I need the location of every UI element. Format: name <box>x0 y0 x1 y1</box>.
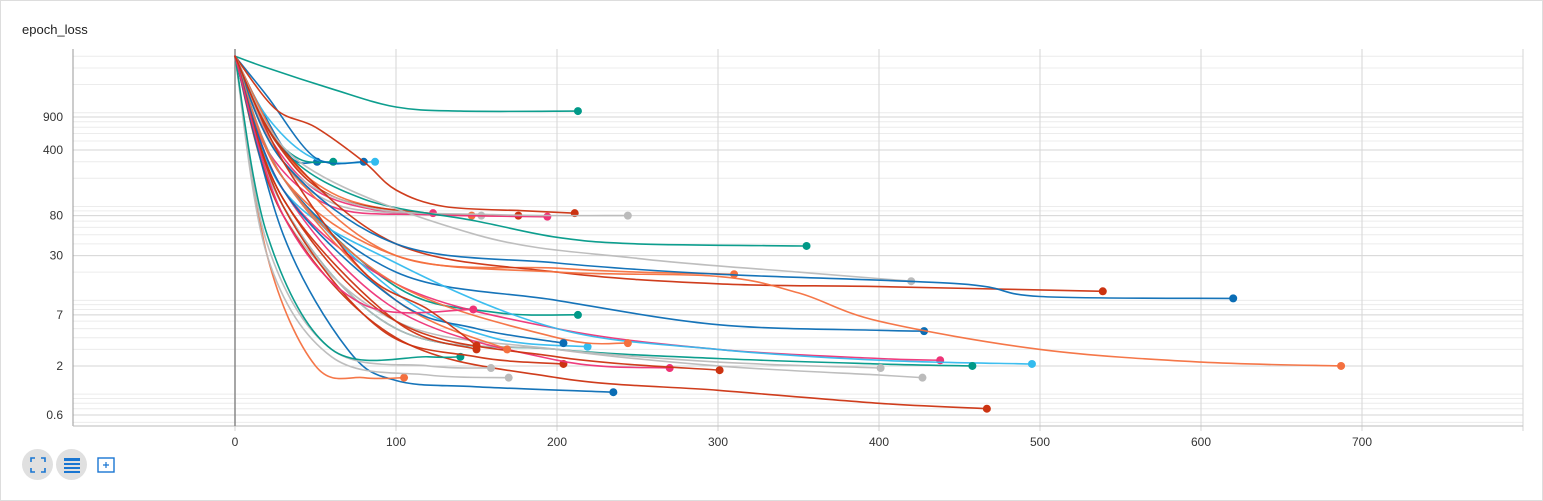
series-end-point <box>918 373 927 382</box>
series-40 <box>234 55 481 350</box>
series-line <box>234 55 735 275</box>
series-end-point <box>1229 294 1238 303</box>
axes <box>72 49 1523 427</box>
y-tick-label: 900 <box>43 110 63 124</box>
series-end-point <box>504 373 513 382</box>
series-26 <box>234 55 618 397</box>
series-line <box>234 55 520 217</box>
series-layer <box>234 55 1346 413</box>
y-tick-label: 0.6 <box>46 408 63 422</box>
series-39 <box>234 55 478 314</box>
series-end-point <box>609 388 618 397</box>
fit-to-data-button[interactable] <box>22 449 53 480</box>
series-line <box>234 55 510 379</box>
series-end-point <box>472 341 481 350</box>
series-line <box>234 55 475 314</box>
grid-major <box>73 49 1524 431</box>
series-37 <box>234 55 568 348</box>
series-end-point <box>876 364 885 373</box>
series-line <box>234 55 1234 300</box>
x-tick-label: 300 <box>708 435 728 449</box>
tick-labels: 0 100 200 300 400 500 600 700 0.6 2 7 30 80 400 900 <box>43 110 1372 449</box>
series-0 <box>234 55 582 116</box>
grid-minor <box>73 55 1523 423</box>
series-line <box>234 55 912 282</box>
series-end-point <box>583 342 592 351</box>
series-line <box>234 55 576 214</box>
series-end-point <box>400 373 409 382</box>
series-line <box>234 55 579 113</box>
series-end-point <box>573 310 582 319</box>
reset-view-button[interactable] <box>90 449 121 480</box>
x-tick-label: 400 <box>869 435 889 449</box>
y-tick-label: 2 <box>56 359 63 373</box>
y-tick-label: 30 <box>50 249 64 263</box>
series-17 <box>234 55 582 319</box>
series-line <box>234 55 434 215</box>
series-end-point <box>1098 287 1107 296</box>
frame-select-icon <box>96 456 115 473</box>
series-line <box>234 55 478 347</box>
x-tick-label: 500 <box>1030 435 1050 449</box>
series-end-point <box>715 366 724 375</box>
x-tick-label: 0 <box>232 435 239 449</box>
series-line <box>234 55 462 362</box>
expand-icon <box>29 456 46 473</box>
series-end-point <box>559 339 568 348</box>
series-end-point <box>371 157 380 166</box>
series-end-point <box>469 305 478 314</box>
series-6 <box>234 55 438 218</box>
series-16 <box>234 55 1238 303</box>
series-line <box>234 55 365 165</box>
series-end-point <box>1337 361 1346 370</box>
series-end-point <box>543 212 552 221</box>
series-end-point <box>329 157 338 166</box>
x-tick-label: 200 <box>547 435 567 449</box>
series-21 <box>234 55 1346 370</box>
x-tick-label: 700 <box>1352 435 1372 449</box>
series-end-point <box>968 361 977 370</box>
series-end-point <box>982 404 991 413</box>
series-end-point <box>802 241 811 250</box>
series-15 <box>234 55 1107 296</box>
series-28 <box>234 55 513 382</box>
chart-toolbar <box>22 449 121 480</box>
series-line <box>234 55 1342 367</box>
chart-title: epoch_loss <box>22 22 88 37</box>
series-line <box>234 55 565 344</box>
series-end-point <box>665 364 674 373</box>
series-end-point <box>573 107 582 116</box>
series-line <box>234 55 549 218</box>
y-tick-label: 400 <box>43 143 63 157</box>
list-lines-icon <box>63 457 80 473</box>
series-end-point <box>623 211 632 220</box>
series-line <box>234 55 615 393</box>
toggle-log-scale-button[interactable] <box>56 449 87 480</box>
series-10 <box>234 55 552 221</box>
x-tick-label: 600 <box>1191 435 1211 449</box>
x-tick-label: 100 <box>386 435 406 449</box>
series-end-point <box>623 339 632 348</box>
y-tick-label: 80 <box>50 209 64 223</box>
series-end-point <box>1027 359 1036 368</box>
series-end-point <box>503 345 512 354</box>
y-tick-label: 7 <box>56 308 63 322</box>
series-line <box>234 55 1104 293</box>
series-end-point <box>486 364 495 373</box>
